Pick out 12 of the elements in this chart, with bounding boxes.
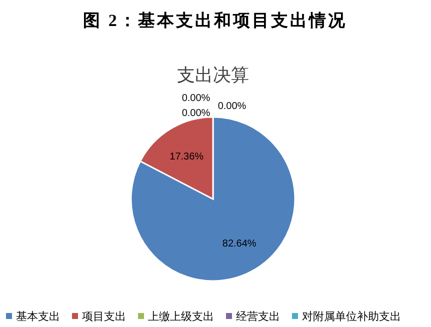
data-label: 17.36% <box>170 152 204 163</box>
legend-label: 项目支出 <box>82 310 126 323</box>
text: 0.00% <box>182 108 210 119</box>
legend-label: 经营支出 <box>236 310 280 323</box>
text: 0.00% <box>218 101 246 112</box>
data-label: 82.64% <box>222 238 256 250</box>
legend-label: 对附属单位补助支出 <box>302 310 401 323</box>
text: 0.00% <box>182 93 210 104</box>
chart-subtitle: 支出决算 <box>177 65 249 85</box>
legend-label: 基本支出 <box>16 310 60 323</box>
legend-label: 上缴上级支出 <box>148 310 214 323</box>
chart-title: 图 2：基本支出和项目支出情况 <box>83 11 347 30</box>
